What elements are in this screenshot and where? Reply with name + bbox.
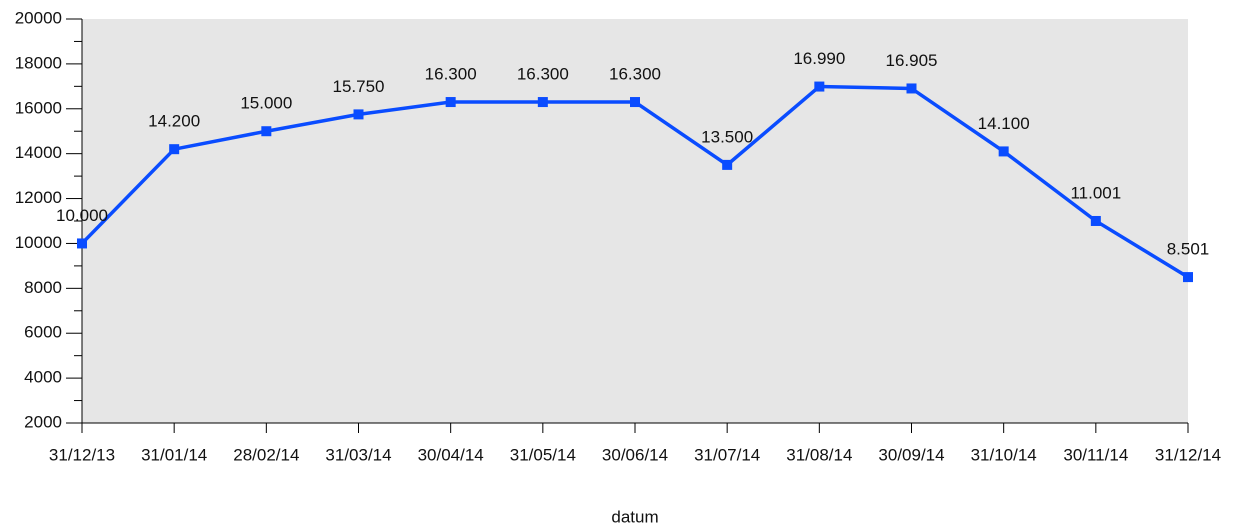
y-tick-label: 8000 (24, 278, 62, 297)
y-tick-label: 12000 (15, 188, 62, 207)
x-tick-label: 31/12/14 (1155, 445, 1221, 464)
x-tick-label: 31/07/14 (694, 445, 760, 464)
data-label: 16.300 (517, 65, 569, 84)
data-label: 11.001 (1070, 183, 1121, 202)
y-tick-label: 14000 (15, 143, 62, 162)
x-tick-label: 31/08/14 (786, 445, 852, 464)
x-tick-label: 31/10/14 (971, 445, 1037, 464)
x-tick-label: 30/11/14 (1063, 445, 1128, 464)
data-label: 8.501 (1167, 240, 1210, 259)
x-tick-label: 31/01/14 (141, 445, 207, 464)
marker (814, 81, 825, 92)
data-label: 14.200 (148, 112, 200, 131)
y-tick-label: 16000 (15, 98, 62, 117)
marker (169, 144, 180, 155)
y-tick-label: 18000 (15, 53, 62, 72)
data-label: 16.300 (425, 65, 477, 84)
marker (537, 97, 548, 108)
y-tick-label: 10000 (15, 233, 62, 252)
y-tick-label: 4000 (24, 368, 62, 387)
y-tick-label: 6000 (24, 323, 62, 342)
data-label: 15.750 (333, 77, 385, 96)
data-label: 16.990 (793, 49, 845, 68)
marker (998, 146, 1009, 157)
data-label: 16.300 (609, 65, 661, 84)
marker (77, 238, 87, 249)
marker (722, 159, 733, 170)
y-tick-label: 2000 (24, 412, 62, 431)
data-label: 13.500 (701, 127, 753, 146)
x-tick-label: 30/09/14 (878, 445, 944, 464)
marker (261, 126, 272, 137)
marker (906, 83, 917, 94)
marker (1090, 215, 1101, 226)
x-axis-title: datum (611, 507, 658, 526)
y-tick-labels: 2000 4000 6000 8000 10000 12000 14000 16000 1800… (15, 8, 62, 431)
x-tick-label: 28/02/14 (233, 445, 299, 464)
marker (630, 97, 640, 108)
x-tick-label: 31/12/13 (49, 445, 115, 464)
marker (353, 109, 364, 120)
data-label: 15.000 (240, 94, 292, 113)
x-tick-label: 31/05/14 (510, 445, 576, 464)
marker (445, 97, 456, 108)
x-tick-label: 31/03/14 (325, 445, 391, 464)
y-tick-label: 20000 (15, 8, 62, 27)
marker (1183, 272, 1193, 283)
data-label: 14.100 (978, 114, 1030, 133)
data-label: 16.905 (886, 51, 938, 70)
data-label: 10.000 (56, 206, 108, 225)
x-tick-label: 30/06/14 (602, 445, 668, 464)
plot-area (82, 19, 1188, 423)
x-tick-label: 30/04/14 (418, 445, 484, 464)
